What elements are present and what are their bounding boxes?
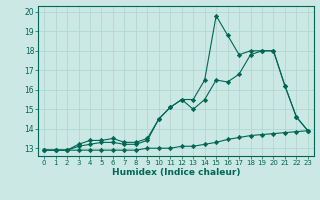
X-axis label: Humidex (Indice chaleur): Humidex (Indice chaleur) [112,168,240,177]
